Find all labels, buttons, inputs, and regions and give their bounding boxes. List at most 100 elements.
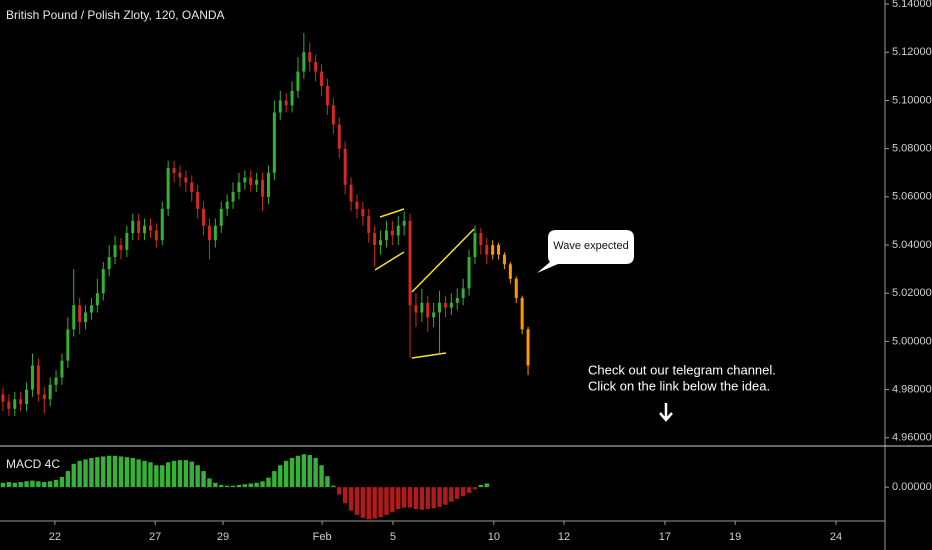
- candle-body: [502, 254, 506, 265]
- candle-body: [390, 230, 394, 236]
- y-tick-label: 5.08000: [892, 143, 932, 155]
- histogram-bar: [419, 487, 425, 510]
- candle-body: [54, 377, 58, 385]
- candle-body: [455, 298, 459, 303]
- candle-body: [48, 384, 52, 400]
- trend-lines: [374, 208, 475, 359]
- candle-body: [402, 220, 406, 226]
- x-tick-label: 17: [659, 531, 671, 543]
- trend-line: [374, 251, 405, 271]
- histogram-bar: [301, 454, 307, 488]
- candle-body: [278, 100, 282, 113]
- candle-body: [113, 245, 117, 258]
- x-tick-label: 19: [729, 531, 741, 543]
- histogram-bar: [437, 487, 442, 507]
- note-text: Check out our telegram channel.: [588, 362, 776, 377]
- candle-body: [491, 245, 495, 255]
- histogram-bar: [77, 460, 82, 488]
- x-tick-label: 22: [49, 531, 61, 543]
- candle-body: [255, 179, 259, 185]
- candle-body: [231, 192, 235, 202]
- histogram-bar: [472, 487, 478, 490]
- histogram-bar: [242, 484, 248, 488]
- histogram-bar: [372, 487, 377, 519]
- y-tick-label: 5.10000: [892, 94, 932, 106]
- histogram-bar: [466, 487, 472, 493]
- candle-body: [84, 312, 88, 323]
- candle-body: [202, 208, 206, 226]
- histogram-bar: [307, 455, 312, 488]
- candle-body: [1, 394, 5, 402]
- histogram-bar: [18, 482, 23, 488]
- x-tick-label: Feb: [313, 531, 332, 543]
- candle-body: [373, 232, 377, 246]
- histogram-bar: [201, 471, 206, 488]
- histogram-bar: [431, 487, 436, 509]
- histogram-bar: [455, 487, 460, 499]
- histogram-bar: [148, 462, 153, 488]
- histogram-bar: [24, 481, 29, 488]
- candle-body: [485, 245, 489, 255]
- candle-body: [349, 184, 353, 202]
- candle-body: [420, 302, 424, 313]
- candle-body: [261, 179, 265, 197]
- candle-body: [119, 245, 123, 250]
- candle-body: [449, 302, 453, 308]
- histogram-bar: [248, 483, 253, 488]
- candle-body: [320, 71, 324, 87]
- histogram-bar: [142, 460, 147, 488]
- callout-text: Wave expected: [553, 240, 628, 252]
- histogram-bar: [195, 465, 200, 488]
- histogram-bar: [36, 481, 41, 488]
- candle-body: [137, 220, 141, 233]
- trend-line: [411, 228, 475, 293]
- histogram-bar: [59, 476, 65, 488]
- candle-body: [7, 401, 11, 409]
- histogram-bar: [65, 471, 71, 488]
- histogram-bar: [177, 460, 183, 488]
- candle-body: [361, 208, 365, 217]
- candle-body: [432, 312, 436, 318]
- histogram-bar: [354, 487, 360, 515]
- histogram-bar: [118, 456, 124, 488]
- candle-body: [196, 192, 200, 209]
- candle-body: [526, 329, 530, 366]
- candle-body: [225, 201, 229, 209]
- histogram-bar: [130, 457, 135, 488]
- callout: Wave expected: [537, 230, 634, 273]
- candle-body: [172, 167, 176, 173]
- candle-body: [479, 232, 483, 246]
- histogram-bar: [360, 487, 366, 518]
- histogram-bar: [460, 487, 466, 496]
- histogram-bar: [449, 487, 454, 502]
- candle-body: [337, 124, 341, 149]
- y-tick-label: 4.96000: [892, 432, 932, 444]
- histogram-bar: [42, 482, 47, 488]
- candle-body: [467, 257, 471, 289]
- candle-body: [25, 389, 29, 405]
- histogram-bar: [30, 480, 35, 488]
- x-tick-label: 27: [149, 531, 161, 543]
- candle-body: [143, 225, 147, 233]
- histogram-bar: [6, 482, 12, 488]
- histogram-bar: [278, 465, 283, 488]
- y-tick-label: 5.12000: [892, 46, 932, 58]
- candle-body: [355, 201, 359, 209]
- histogram-bar: [342, 487, 348, 504]
- histogram-bar: [295, 455, 301, 488]
- candle-body: [396, 225, 400, 236]
- candle-body: [42, 394, 46, 400]
- y-tick-label: 5.02000: [892, 287, 932, 299]
- candle-body: [72, 305, 76, 330]
- histogram-bar: [331, 485, 336, 488]
- histogram-bar: [160, 465, 165, 488]
- histogram-bar: [313, 457, 318, 488]
- histogram-bar: [254, 482, 259, 488]
- candle-body: [213, 225, 217, 241]
- candle-body: [78, 305, 82, 323]
- candle-body: [160, 208, 164, 241]
- candle-body: [367, 216, 371, 233]
- histogram-bar: [443, 487, 448, 505]
- candle-body: [302, 52, 306, 72]
